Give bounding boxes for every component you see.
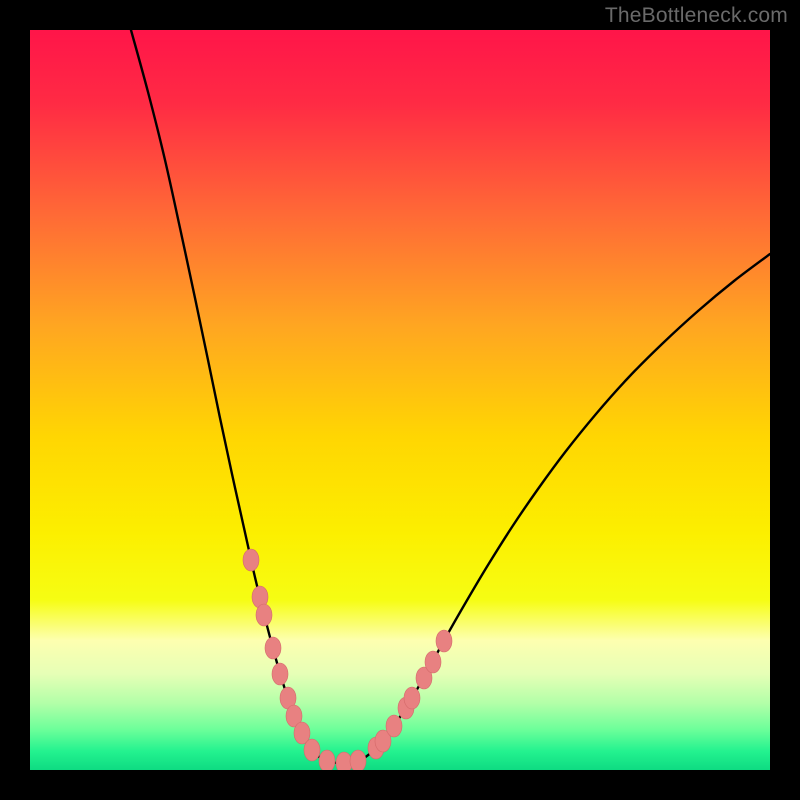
plot-area: [30, 30, 770, 770]
curve-marker: [336, 752, 352, 770]
curve-marker: [256, 604, 272, 626]
curve-marker: [304, 739, 320, 761]
curve-marker: [265, 637, 281, 659]
bottleneck-curve: [131, 30, 770, 763]
curve-layer: [30, 30, 770, 770]
curve-marker: [404, 687, 420, 709]
watermark-text: TheBottleneck.com: [605, 4, 788, 28]
curve-marker: [425, 651, 441, 673]
curve-marker: [350, 750, 366, 770]
curve-marker: [319, 750, 335, 770]
curve-marker: [272, 663, 288, 685]
curve-markers: [243, 549, 452, 770]
curve-marker: [243, 549, 259, 571]
curve-marker: [436, 630, 452, 652]
curve-marker: [386, 715, 402, 737]
